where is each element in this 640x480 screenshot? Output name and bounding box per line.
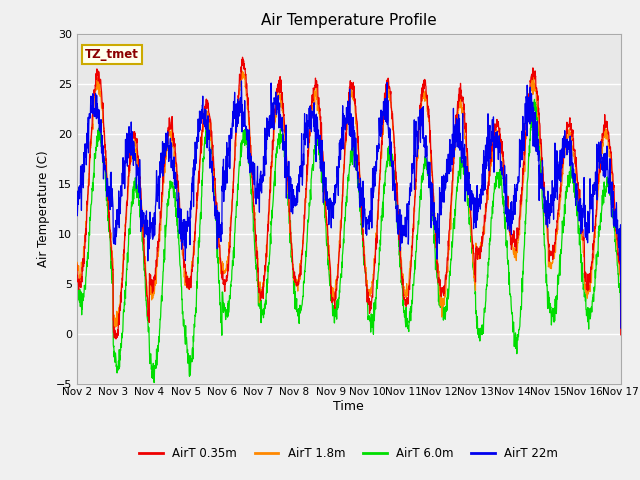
- Y-axis label: Air Temperature (C): Air Temperature (C): [37, 151, 50, 267]
- Legend: AirT 0.35m, AirT 1.8m, AirT 6.0m, AirT 22m: AirT 0.35m, AirT 1.8m, AirT 6.0m, AirT 2…: [134, 443, 563, 465]
- Title: Air Temperature Profile: Air Temperature Profile: [261, 13, 436, 28]
- X-axis label: Time: Time: [333, 399, 364, 412]
- Text: TZ_tmet: TZ_tmet: [85, 48, 139, 60]
